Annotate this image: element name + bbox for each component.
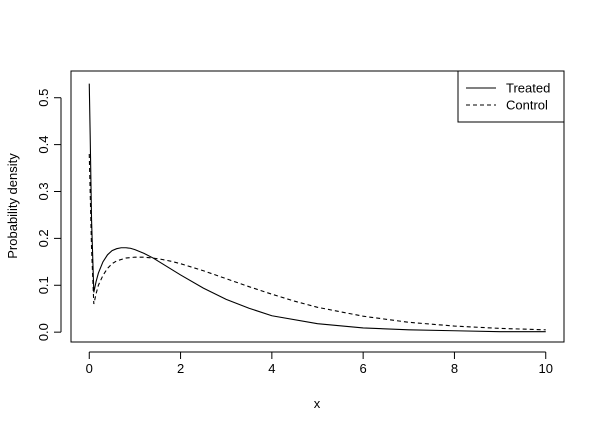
plot-area xyxy=(70,70,565,343)
y-tick-label: 0.2 xyxy=(36,229,51,247)
x-tick-label: 6 xyxy=(360,361,367,376)
legend-label-treated: Treated xyxy=(506,81,550,96)
y-axis: 0.0 0.1 0.2 0.3 0.4 0.5 xyxy=(36,89,62,341)
y-axis-label: Probability density xyxy=(5,153,20,259)
y-tick-label: 0.5 xyxy=(36,89,51,107)
legend-box xyxy=(457,70,565,123)
y-tick-label: 0.0 xyxy=(36,323,51,341)
legend: Treated Control xyxy=(457,70,565,123)
x-axis-label: x xyxy=(314,396,321,411)
x-axis: 0 2 4 6 8 10 xyxy=(86,351,553,376)
y-tick-label: 0.4 xyxy=(36,136,51,154)
x-tick-label: 2 xyxy=(177,361,184,376)
y-tick-label: 0.1 xyxy=(36,276,51,294)
series-line-treated xyxy=(88,83,546,333)
y-tick-label: 0.3 xyxy=(36,182,51,200)
x-tick-label: 4 xyxy=(268,361,275,376)
series-layer xyxy=(88,83,546,333)
x-tick-label: 10 xyxy=(539,361,553,376)
x-tick-label: 0 xyxy=(86,361,93,376)
series-line-control xyxy=(88,153,546,331)
plot-frame xyxy=(70,70,565,343)
legend-label-control: Control xyxy=(506,98,548,113)
x-tick-label: 8 xyxy=(451,361,458,376)
